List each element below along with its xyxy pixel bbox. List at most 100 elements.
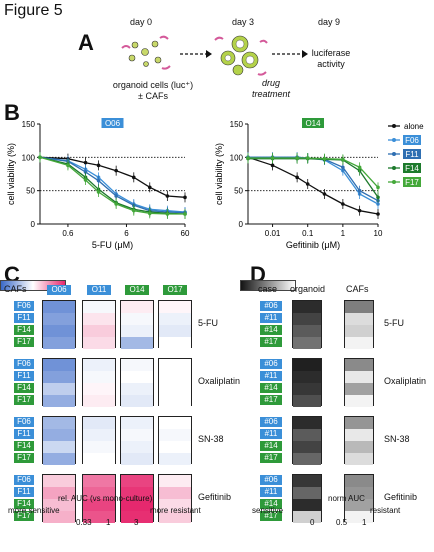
heatmap-cell (159, 359, 191, 371)
heatmap-cell (43, 487, 75, 499)
x-tick-label: 0.1 (302, 229, 314, 238)
drug-label-sn-38: SN-38 (384, 434, 410, 444)
y-tick-label: 100 (22, 153, 36, 162)
heatmap-cell (43, 383, 75, 395)
heatmap-cell (121, 359, 153, 371)
heatmap-cell (293, 395, 321, 407)
data-point-alone (83, 160, 88, 165)
row-tag-f11: F11 (14, 429, 34, 439)
data-point-f11 (83, 170, 88, 174)
step-2-caption-line-1: luciferase (311, 48, 351, 58)
row-tag-f14: F14 (14, 441, 34, 451)
panel-b-letter: B (4, 100, 20, 125)
data-point-alone (305, 182, 310, 186)
title-tag (302, 118, 324, 128)
data-point-alone (165, 194, 170, 198)
colorbar-tick: 0.5 (336, 518, 348, 527)
heatmap-cell (43, 337, 75, 349)
x-tick-label: 6 (124, 229, 129, 238)
row-tag-f06: F06 (14, 417, 34, 427)
heatmap-cell (345, 337, 373, 349)
heatmap-cell (43, 313, 75, 325)
step-day-3: day 3 (232, 17, 255, 27)
legend-marker-alone (392, 124, 396, 128)
heatmap-cell (293, 359, 321, 371)
heatmap-cell (293, 475, 321, 487)
x-tick-label: 0.01 (265, 229, 281, 238)
data-point-alone (341, 202, 345, 206)
legend-marker-f14 (392, 166, 396, 170)
legend-marker-f06 (392, 138, 396, 142)
colorbar-tick: 3 (134, 518, 139, 527)
arrow-2-icon (272, 50, 308, 58)
heatmap-cell (43, 453, 75, 465)
step-1-caption-line-1: drug (261, 78, 280, 88)
step-1-caption-line-2: treatment (251, 89, 291, 99)
case-tag: #06 (260, 417, 282, 427)
data-point-f17 (147, 211, 152, 216)
y-tick-label: 50 (234, 187, 243, 196)
legend-marker-f17 (392, 180, 396, 184)
heatmap-cell (293, 441, 321, 453)
case-tag: #06 (260, 301, 282, 311)
title-tag (101, 118, 124, 128)
heatmap-cell (293, 453, 321, 465)
heatmap-cell (83, 417, 115, 429)
data-point-f17 (165, 212, 170, 216)
data-point-f17 (246, 156, 250, 160)
data-point-f17 (131, 208, 136, 213)
data-point-f17 (322, 156, 327, 161)
heatmap-cell (121, 511, 153, 523)
heatmap-cell (121, 313, 153, 325)
heatmap-cell (159, 499, 191, 511)
column-tag-o17: O17 (163, 285, 187, 295)
title-tag-label: O06 (105, 119, 121, 128)
data-point-alone (96, 163, 101, 168)
colorbar-right-label: more resistant (150, 506, 201, 515)
heatmap-cell (121, 417, 153, 429)
heatmap-cell (121, 395, 153, 407)
x-tick-label: 10 (374, 229, 383, 238)
row-tag-f06: F06 (14, 301, 34, 311)
heatmap-cell (159, 301, 191, 313)
colorbar-left-label: more sensitive (8, 506, 60, 515)
heatmap-cell (293, 371, 321, 383)
heatmap-cell (121, 337, 153, 349)
heatmap-cell (83, 383, 115, 395)
series-line-f06 (39, 156, 186, 213)
panel-a-letter: A (78, 30, 94, 55)
case-tag: #14 (260, 383, 282, 393)
heatmap-cell (43, 371, 75, 383)
heatmap-cell (83, 475, 115, 487)
row-tag-f17: F17 (14, 511, 34, 521)
series-line-f17 (39, 156, 185, 215)
data-point-f11 (357, 188, 362, 193)
heatmap-cell (293, 337, 321, 349)
drug-label-gefitinib: Gefitinib (384, 492, 418, 502)
heatmap-cell (159, 383, 191, 395)
legend-label-f06: F06 (405, 136, 419, 145)
heatmap-cell (43, 429, 75, 441)
heatmap-cell (83, 301, 115, 313)
y-tick-label: 150 (230, 120, 244, 129)
heatmap-cell (121, 325, 153, 337)
grown-organoids-icon (214, 35, 268, 76)
heatmap-cell (83, 325, 115, 337)
heatmap-cell (121, 499, 153, 511)
heatmap-cell (121, 475, 153, 487)
colorbar-right-label: resistant (370, 506, 401, 515)
heatmap-cell (43, 441, 75, 453)
data-point-f17 (114, 202, 118, 206)
y-tick-label: 100 (230, 153, 244, 162)
heatmap-cell (293, 429, 321, 441)
colorbar (240, 280, 296, 291)
heatmap-cell (83, 395, 115, 407)
y-axis-label: cell viability (%) (6, 143, 16, 205)
heatmap-cell (159, 429, 191, 441)
heatmap-cell (345, 475, 373, 487)
organoid-cells-icon (121, 35, 171, 70)
data-point-f17 (376, 185, 380, 190)
heatmap-cell (83, 441, 115, 453)
drug-label-oxaliplatin: Oxaliplatin (198, 376, 241, 386)
heatmap-cell (43, 325, 75, 337)
